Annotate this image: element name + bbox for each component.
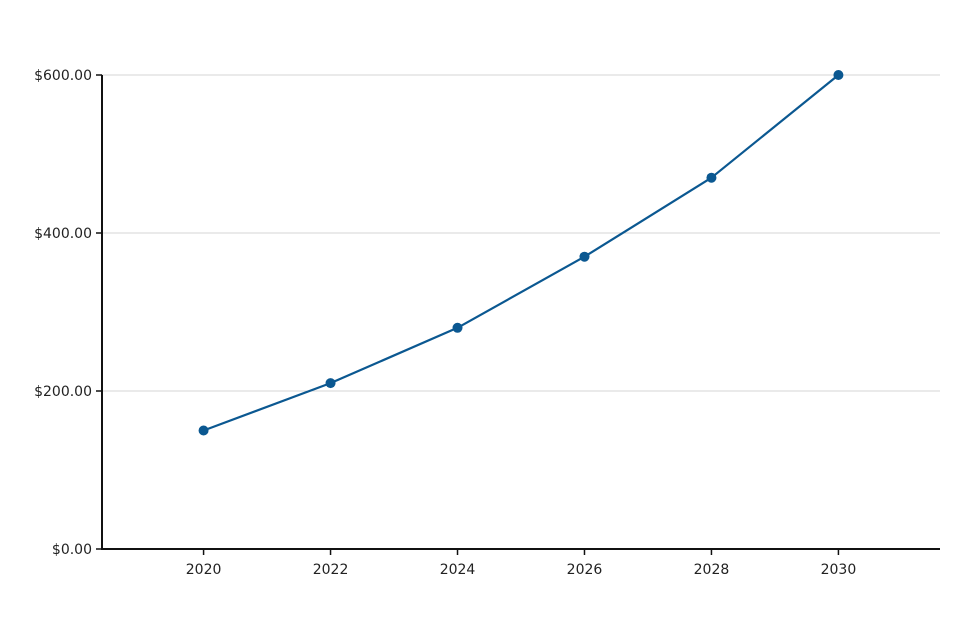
x-tick-label-1: 2022 [313, 562, 349, 578]
y-tick-label-1: $200.00 [34, 384, 92, 400]
x-tick-label-2: 2024 [440, 562, 476, 578]
data-point-2020 [198, 425, 209, 436]
y-tick-label-3: $600.00 [34, 68, 92, 84]
x-tick-label-0: 2020 [186, 562, 222, 578]
data-point-2024 [452, 322, 463, 333]
data-point-2022 [325, 378, 336, 389]
series-line-0 [203, 74, 840, 432]
data-point-2028 [706, 172, 717, 183]
x-axis: 2020 2022 2024 2026 2028 2030 [101, 548, 940, 578]
series-layer [198, 70, 844, 436]
x-tick-label-3: 2026 [567, 562, 603, 578]
grid-lines [102, 74, 940, 392]
data-point-2026 [579, 251, 590, 262]
x-tick-label-4: 2028 [694, 562, 730, 578]
y-tick-label-2: $400.00 [34, 226, 92, 242]
y-axis: $0.00 $200.00 $400.00 $600.00 [34, 68, 103, 558]
data-point-2030 [833, 70, 844, 80]
y-tick-label-0: $0.00 [52, 542, 92, 558]
x-tick-label-5: 2030 [821, 562, 857, 578]
